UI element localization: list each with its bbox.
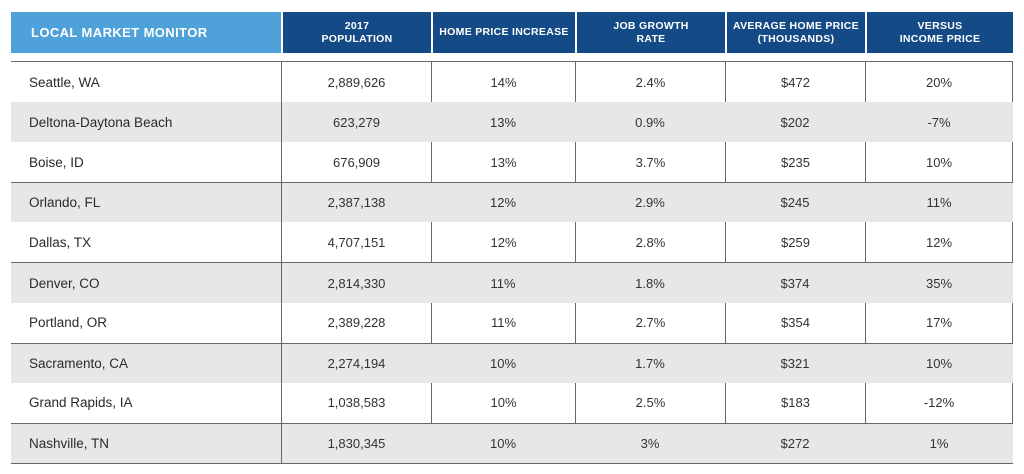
cell-home-price-increase: 11% bbox=[431, 302, 575, 343]
cell-job-growth-rate: 2.4% bbox=[575, 62, 725, 103]
cell-job-growth-rate: 1.7% bbox=[635, 355, 665, 371]
cell-versus-income-price: -7% bbox=[927, 114, 951, 130]
cell-home-price-increase: 10% bbox=[431, 382, 575, 423]
cell-population: 2,889,626 bbox=[281, 62, 431, 103]
cell-versus-income-price: 1% bbox=[929, 435, 949, 451]
cell-population: 623,279 bbox=[281, 102, 431, 143]
cell-average-home-price: $183 bbox=[725, 382, 865, 423]
cell-versus-income-price: 35% bbox=[925, 275, 953, 291]
table-row: Dallas, TX 4,707,151 12% 2.8% $259 12% bbox=[11, 222, 1013, 263]
cell-job-growth-rate: 2.9% bbox=[635, 195, 665, 211]
cell-population: 676,909 bbox=[281, 142, 431, 183]
header-average-home-price: AVERAGE HOME PRICE (THOUSANDS) bbox=[725, 12, 865, 53]
cell-market: Sacramento, CA bbox=[29, 355, 129, 371]
cell-home-price-increase: 12% bbox=[431, 222, 575, 263]
cell-average-home-price: $259 bbox=[725, 222, 865, 263]
cell-home-price-increase: 13% bbox=[431, 142, 575, 183]
cell-average-home-price: $472 bbox=[725, 62, 865, 103]
table-row: Nashville, TN 1,830,345 10% 3% $272 1% bbox=[11, 422, 1013, 463]
cell-job-growth-rate: 3% bbox=[640, 435, 660, 451]
table-header: LOCAL MARKET MONITOR 2017 POPULATION HOM… bbox=[11, 12, 1013, 53]
cell-home-price-increase: 10% bbox=[489, 435, 517, 451]
cell-versus-income-price: 10% bbox=[925, 355, 953, 371]
header-job-growth-rate: JOB GROWTH RATE bbox=[575, 12, 725, 53]
cell-average-home-price: $354 bbox=[725, 302, 865, 343]
table-title: LOCAL MARKET MONITOR bbox=[11, 12, 281, 53]
cell-average-home-price: $235 bbox=[725, 142, 865, 183]
cell-market: Deltona-Daytona Beach bbox=[29, 114, 173, 130]
cell-population: 1,830,345 bbox=[281, 423, 431, 463]
cell-market: Denver, CO bbox=[29, 275, 100, 291]
table-row: Grand Rapids, IA 1,038,583 10% 2.5% $183… bbox=[11, 382, 1013, 423]
cell-market: Dallas, TX bbox=[29, 234, 92, 250]
cell-population: 2,387,138 bbox=[281, 183, 431, 223]
cell-population: 1,038,583 bbox=[281, 382, 431, 423]
table-row: Boise, ID 676,909 13% 3.7% $235 10% bbox=[11, 142, 1013, 183]
cell-home-price-increase: 11% bbox=[490, 275, 516, 291]
table-row: Orlando, FL 2,387,138 12% 2.9% $245 11% bbox=[11, 182, 1013, 223]
cell-versus-income-price: 20% bbox=[865, 62, 1013, 103]
cell-market: Grand Rapids, IA bbox=[29, 395, 133, 411]
cell-market: Nashville, TN bbox=[29, 435, 110, 451]
table-row: Portland, OR 2,389,228 11% 2.7% $354 17% bbox=[11, 302, 1013, 343]
header-home-price-increase: HOME PRICE INCREASE bbox=[431, 12, 575, 53]
cell-versus-income-price: 11% bbox=[926, 195, 952, 211]
table-row: Denver, CO 2,814,330 11% 1.8% $374 35% bbox=[11, 262, 1013, 303]
cell-population: 2,274,194 bbox=[281, 343, 431, 383]
cell-job-growth-rate: 2.7% bbox=[575, 302, 725, 343]
local-market-table: LOCAL MARKET MONITOR 2017 POPULATION HOM… bbox=[11, 12, 1013, 464]
header-population: 2017 POPULATION bbox=[281, 12, 431, 53]
cell-job-growth-rate: 1.8% bbox=[635, 275, 665, 291]
cell-versus-income-price: -12% bbox=[865, 382, 1013, 423]
cell-home-price-increase: 10% bbox=[489, 355, 517, 371]
cell-versus-income-price: 12% bbox=[865, 222, 1013, 263]
cell-versus-income-price: 10% bbox=[865, 142, 1013, 183]
cell-home-price-increase: 13% bbox=[489, 114, 517, 130]
table-row: Deltona-Daytona Beach 623,279 13% 0.9% $… bbox=[11, 102, 1013, 143]
cell-population: 2,389,228 bbox=[281, 302, 431, 343]
table-row: Seattle, WA 2,889,626 14% 2.4% $472 20% bbox=[11, 62, 1013, 103]
cell-home-price-increase: 14% bbox=[431, 62, 575, 103]
header-versus-income-price: VERSUS INCOME PRICE bbox=[865, 12, 1013, 53]
table-body: Seattle, WA 2,889,626 14% 2.4% $472 20% … bbox=[11, 61, 1013, 464]
cell-average-home-price: $321 bbox=[780, 355, 810, 371]
cell-population: 4,707,151 bbox=[281, 222, 431, 263]
cell-job-growth-rate: 2.5% bbox=[575, 382, 725, 423]
cell-average-home-price: $374 bbox=[780, 275, 810, 291]
cell-average-home-price: $272 bbox=[780, 435, 810, 451]
cell-market: Boise, ID bbox=[29, 154, 84, 170]
cell-job-growth-rate: 2.8% bbox=[575, 222, 725, 263]
cell-average-home-price: $202 bbox=[780, 114, 810, 130]
cell-market: Portland, OR bbox=[29, 315, 108, 331]
cell-market: Seattle, WA bbox=[29, 74, 100, 90]
cell-market: Orlando, FL bbox=[29, 195, 101, 211]
cell-average-home-price: $245 bbox=[780, 195, 810, 211]
cell-home-price-increase: 12% bbox=[489, 195, 517, 211]
cell-population: 2,814,330 bbox=[281, 263, 431, 303]
table-row: Sacramento, CA 2,274,194 10% 1.7% $321 1… bbox=[11, 342, 1013, 383]
cell-job-growth-rate: 0.9% bbox=[635, 114, 665, 130]
cell-versus-income-price: 17% bbox=[865, 302, 1013, 343]
cell-job-growth-rate: 3.7% bbox=[575, 142, 725, 183]
